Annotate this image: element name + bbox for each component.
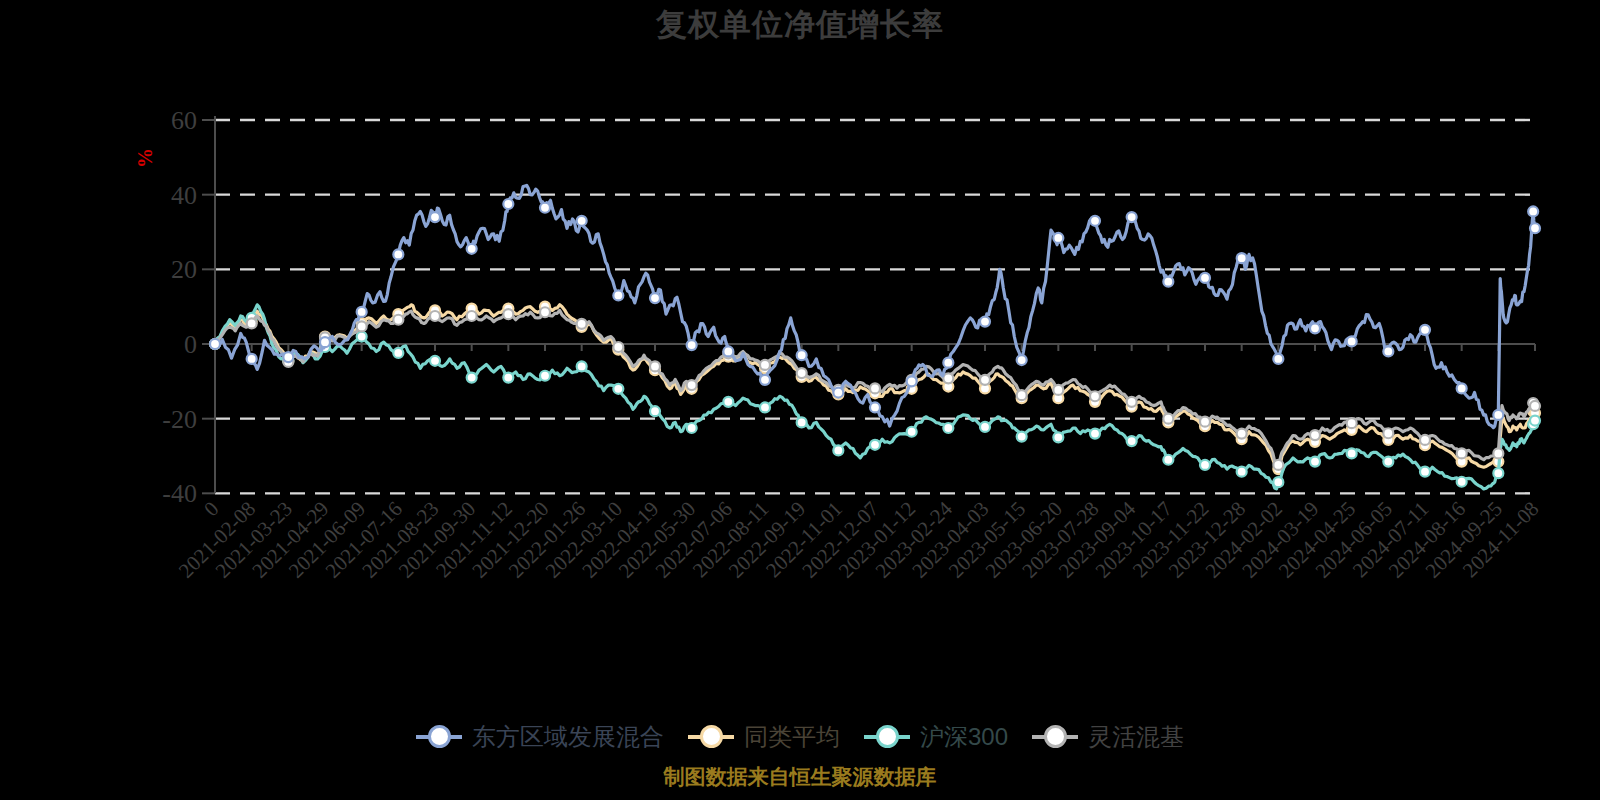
y-axis-unit-label: %: [134, 148, 156, 168]
plot-area: 6040200-20-40%02021-02-082021-03-232021-…: [0, 0, 1600, 800]
legend-line-marker-icon: [416, 724, 462, 750]
y-tick-label: 0: [184, 330, 197, 359]
data-source-caption: 制图数据来自恒生聚源数据库: [0, 763, 1600, 791]
legend-item-1[interactable]: 东方区域发展混合: [416, 721, 664, 753]
legend-label: 灵活混基: [1088, 721, 1184, 753]
y-tick-label: 20: [171, 255, 197, 284]
legend: 东方区域发展混合 同类平均 沪深300 灵活混基: [0, 721, 1600, 753]
legend-label: 东方区域发展混合: [472, 721, 664, 753]
legend-item-4[interactable]: 灵活混基: [1032, 721, 1184, 753]
y-tick-label: -40: [162, 479, 197, 508]
y-tick-label: 60: [171, 106, 197, 135]
legend-label: 同类平均: [744, 721, 840, 753]
legend-item-3[interactable]: 沪深300: [864, 721, 1008, 753]
legend-line-marker-icon: [864, 724, 910, 750]
legend-label: 沪深300: [920, 721, 1008, 753]
legend-item-2[interactable]: 同类平均: [688, 721, 840, 753]
y-tick-label: 40: [171, 181, 197, 210]
legend-line-marker-icon: [688, 724, 734, 750]
chart-page: 复权单位净值增长率 6040200-20-40%02021-02-082021-…: [0, 0, 1600, 800]
y-tick-label: -20: [162, 405, 197, 434]
legend-line-marker-icon: [1032, 724, 1078, 750]
x-tick-label: 0: [199, 497, 223, 521]
